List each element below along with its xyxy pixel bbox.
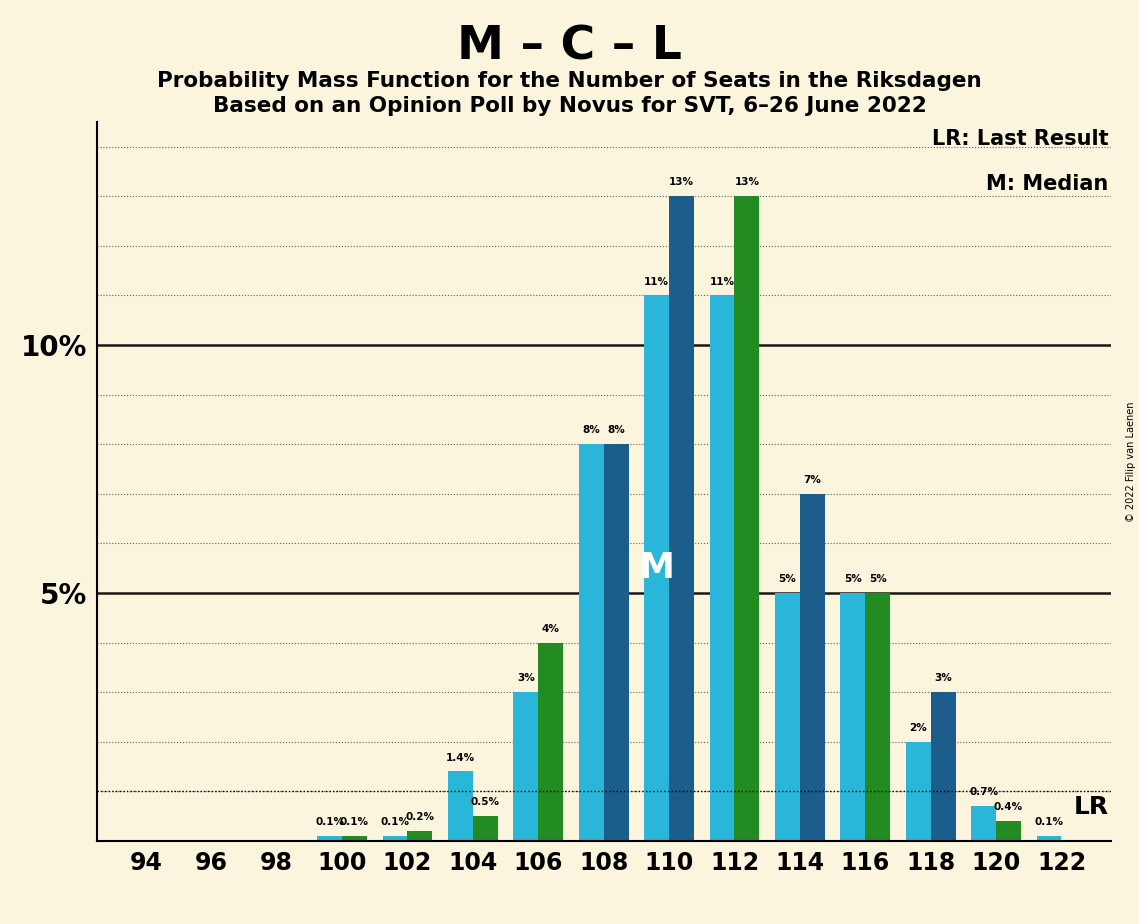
Text: LR: LR [1073,796,1108,820]
Text: 4%: 4% [542,624,559,634]
Text: 8%: 8% [582,425,600,435]
Text: 13%: 13% [735,177,760,188]
Text: 3%: 3% [517,674,534,683]
Bar [383,836,408,841]
Bar [669,196,694,841]
Bar [775,593,800,841]
Text: 11%: 11% [645,276,669,286]
Bar [735,196,760,841]
Text: 13%: 13% [669,177,694,188]
Text: 0.7%: 0.7% [969,787,998,797]
Bar [408,831,433,841]
Bar [841,593,866,841]
Text: 5%: 5% [869,574,886,584]
Text: M: M [639,551,674,585]
Text: 2%: 2% [909,723,927,733]
Text: 11%: 11% [710,276,735,286]
Text: 1.4%: 1.4% [445,752,475,762]
Bar [342,836,367,841]
Text: LR: Last Result: LR: Last Result [932,129,1108,150]
Text: 5%: 5% [844,574,862,584]
Text: 0.5%: 0.5% [470,797,500,808]
Bar [539,642,563,841]
Text: 0.1%: 0.1% [316,817,344,827]
Bar [448,772,473,841]
Text: 0.4%: 0.4% [994,802,1023,812]
Bar [645,296,669,841]
Bar [997,821,1021,841]
Text: 3%: 3% [934,674,952,683]
Text: 0.1%: 0.1% [380,817,410,827]
Text: 0.1%: 0.1% [1034,817,1064,827]
Text: M: Median: M: Median [986,174,1108,194]
Text: Probability Mass Function for the Number of Seats in the Riksdagen: Probability Mass Function for the Number… [157,71,982,91]
Text: 8%: 8% [607,425,625,435]
Bar [514,692,539,841]
Bar [906,742,931,841]
Bar [1036,836,1062,841]
Text: 5%: 5% [779,574,796,584]
Bar [931,692,956,841]
Text: © 2022 Filip van Laenen: © 2022 Filip van Laenen [1126,402,1136,522]
Bar [604,444,629,841]
Bar [579,444,604,841]
Bar [318,836,342,841]
Bar [710,296,735,841]
Bar [473,816,498,841]
Bar [972,806,997,841]
Text: Based on an Opinion Poll by Novus for SVT, 6–26 June 2022: Based on an Opinion Poll by Novus for SV… [213,96,926,116]
Bar [800,493,825,841]
Text: 0.2%: 0.2% [405,812,434,822]
Text: 0.1%: 0.1% [341,817,369,827]
Bar [866,593,890,841]
Text: 7%: 7% [803,475,821,485]
Text: M – C – L: M – C – L [457,25,682,70]
